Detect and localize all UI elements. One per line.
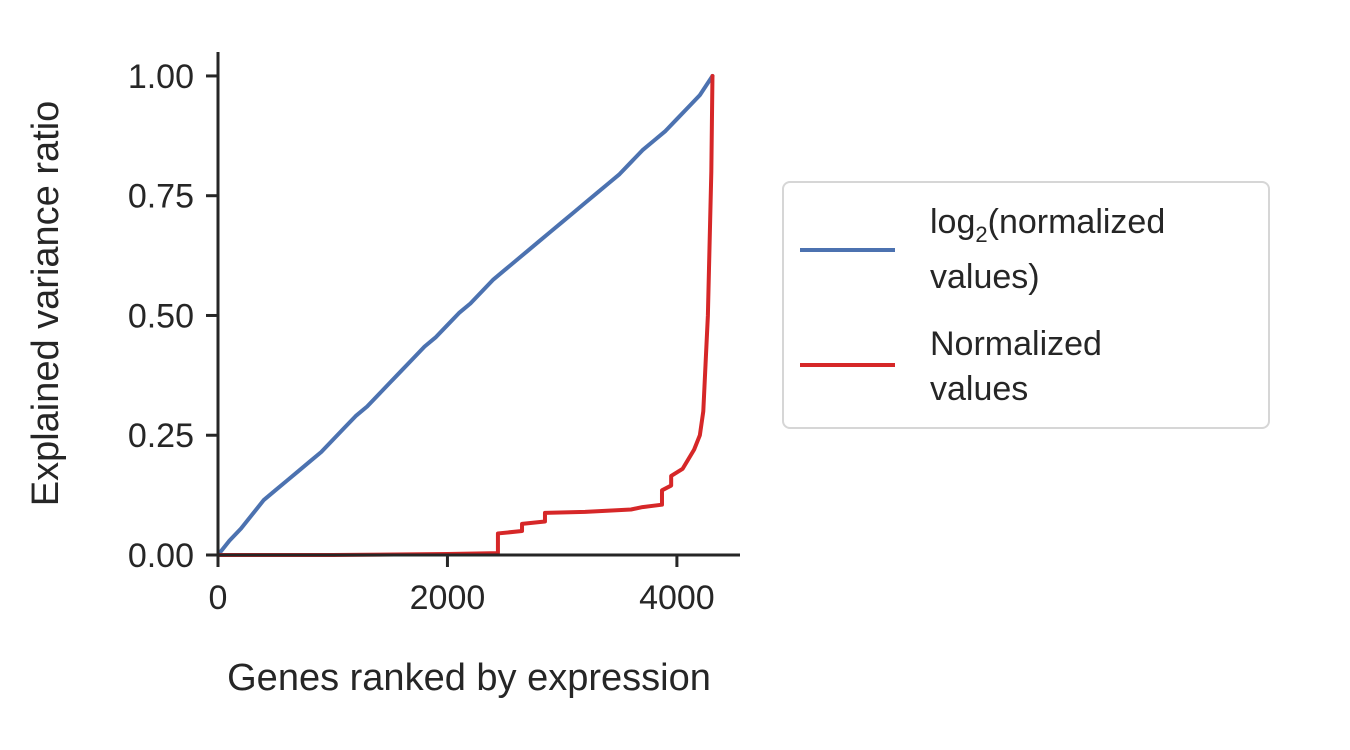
- legend-label-log2-rest: (normalized: [988, 203, 1166, 241]
- legend-label-log2: log2(normalized: [930, 203, 1165, 247]
- y-axis-label: Explained variance ratio: [25, 101, 67, 507]
- y-tick-label: 0.25: [128, 417, 194, 455]
- legend-label-log2-line2: values): [930, 258, 1040, 296]
- y-tick-label: 0.00: [128, 537, 194, 575]
- y-tick-label: 0.50: [128, 297, 194, 335]
- legend-label-log2-subscript: 2: [975, 222, 987, 247]
- legend-frame: [782, 181, 1270, 429]
- x-axis-label: Genes ranked by expression: [227, 657, 711, 699]
- y-tick-label: 1.00: [128, 58, 194, 96]
- x-tick-label: 0: [209, 579, 228, 617]
- legend-label-log2-main: log: [930, 203, 975, 241]
- legend-label-normalized-line2: values: [930, 370, 1028, 408]
- y-axis-ticks: 0.00 0.25 0.50 0.75 1.00: [128, 58, 218, 575]
- plot-area: [216, 73, 715, 557]
- legend: log2(normalized values) Normalized value…: [782, 181, 1270, 429]
- x-tick-label: 2000: [410, 579, 486, 617]
- x-tick-label: 4000: [639, 579, 715, 617]
- y-tick-label: 0.75: [128, 178, 194, 216]
- series-line-log2-normalized: [216, 73, 715, 557]
- series-line-normalized: [216, 73, 715, 557]
- legend-label-normalized: Normalized: [930, 325, 1102, 363]
- x-axis-ticks: 0 2000 4000: [209, 555, 715, 617]
